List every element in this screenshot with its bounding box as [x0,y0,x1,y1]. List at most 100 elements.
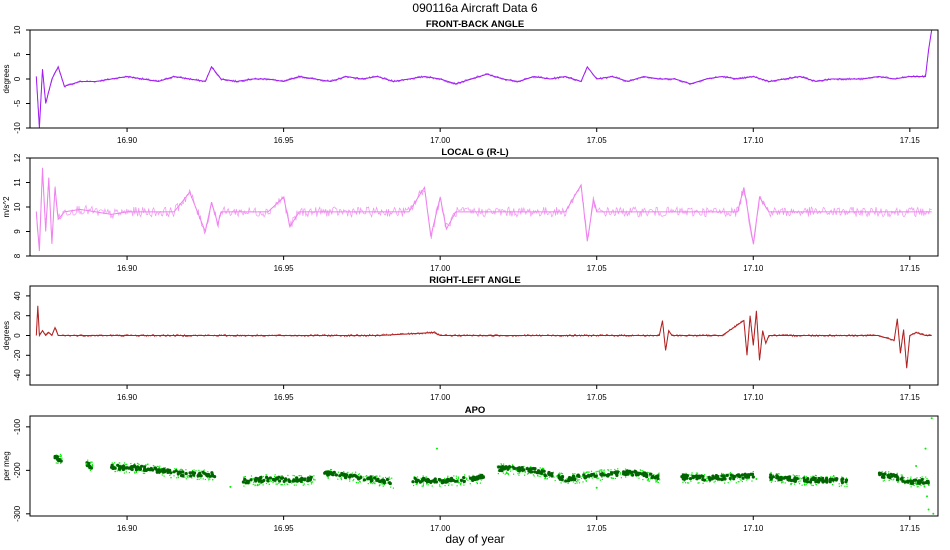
apo-point [479,482,481,484]
apo-point [310,483,313,485]
apo-point [903,479,905,481]
apo-mean-point [296,479,300,483]
apo-point [888,471,890,473]
apo-point [388,476,390,478]
apo-mean-point [708,477,713,481]
apo-point [539,467,541,469]
apo-point [479,473,481,475]
apo-point [424,477,426,479]
apo-mean-point [181,470,185,474]
apo-point [846,485,848,488]
x-tick-label: 16.90 [117,136,138,145]
apo-point [500,463,502,465]
apo-point [825,476,827,478]
apo-point [706,480,708,483]
apo-mean-point [176,472,180,476]
apo-mean-point [157,468,161,472]
apo-point [560,472,562,474]
apo-point [781,481,783,483]
apo-mean-point [817,476,821,481]
apo-point [914,482,916,485]
apo-point [910,476,912,478]
apo-mean-point [594,474,598,478]
apo-point [161,474,163,476]
apo-mean-point [906,479,910,483]
apo-point [775,473,777,475]
apo-point [455,477,457,479]
y-tick-label: -20 [13,349,22,361]
apo-point [524,474,526,476]
apo-point [365,475,367,477]
apo-point [888,479,890,481]
apo-point [552,471,554,473]
apo-point [575,481,577,483]
apo-point [292,474,294,477]
apo-point [639,469,641,471]
apo-point [341,479,343,481]
apo-point [608,469,610,471]
apo-mean-point [564,479,568,483]
apo-point [910,478,912,480]
apo-point [923,478,925,480]
apo-point [747,478,749,480]
apo-mean-point [437,477,441,482]
apo-point [617,468,619,470]
apo-point [446,477,449,479]
apo-point [375,475,377,477]
apo-point [281,475,283,477]
apo-mean-point [55,456,59,460]
apo-point [173,475,175,477]
apo-point [257,484,259,486]
apo-point [737,477,739,479]
x-tick-label: 17.15 [900,136,921,145]
x-tick-label: 17.05 [587,524,608,533]
apo-point [820,476,822,478]
apo-point [526,473,529,475]
apo-point [706,477,708,479]
apo-point [574,482,576,485]
apo-point [685,472,687,474]
apo-point [483,475,485,477]
apo-mean-point [717,477,721,481]
apo-point [688,474,690,476]
apo-point [657,473,659,475]
apo-point [582,481,584,483]
apo-point [272,481,274,484]
apo-point [587,471,589,473]
apo-point [546,477,548,480]
apo-point [507,474,509,476]
apo-mean-point [129,465,133,469]
apo-point [658,474,660,476]
apo-mean-point [125,466,129,470]
apo-point [524,471,526,473]
front-back-angle-panel: FRONT-BACK ANGLE 16.90 16.95 17.00 17.05 17.1… [2,19,939,145]
apo-segment-9 [877,470,930,488]
apo-outlier-point [924,447,927,450]
apo-point [125,464,127,466]
apo-point [181,469,183,471]
apo-point [476,479,478,481]
apo-mean-point [536,469,541,473]
apo-point [610,477,613,479]
x-tick-label: 17.10 [743,393,764,402]
apo-point [472,474,474,476]
apo-point [614,468,616,471]
apo-point [625,476,627,478]
apo-point [382,485,384,487]
apo-point [134,471,136,473]
apo-mean-point [900,476,904,480]
apo-mean-point [455,479,459,483]
apo-point [391,477,393,479]
apo-point [262,475,265,478]
apo-point [624,468,627,470]
apo-point [888,472,890,475]
apo-point [182,476,184,478]
apo-mean-point [630,473,635,477]
apo-point [595,477,597,479]
apo-point [803,483,805,485]
apo-mean-point [426,477,430,481]
apo-point [735,482,737,484]
apo-point [114,470,117,473]
apo-point [512,469,514,471]
apo-point [714,480,716,482]
